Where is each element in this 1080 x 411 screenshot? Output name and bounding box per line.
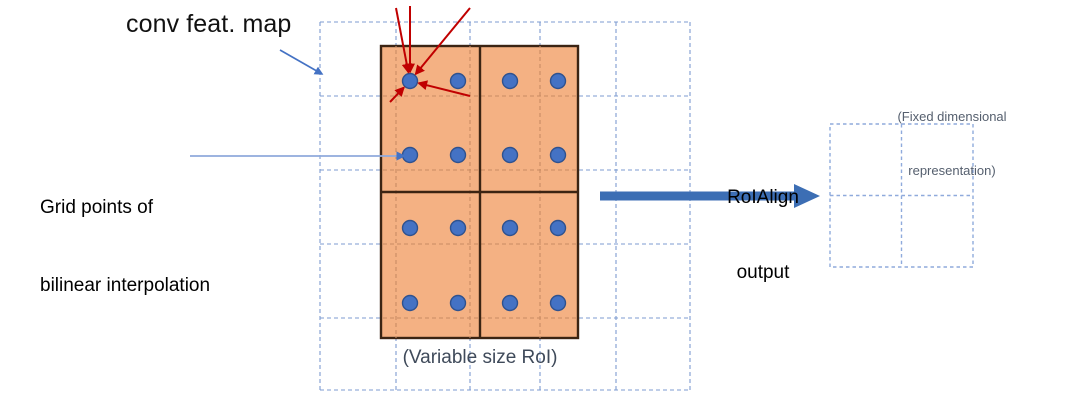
sample-point-5 — [449, 146, 467, 164]
bilinear-arrow-2 — [414, 7, 471, 76]
fixed-dimensional-output-grid — [829, 123, 974, 268]
conv-feat-map-leader-arrow — [279, 49, 324, 75]
bilinear-interpolation-arrows — [389, 6, 471, 103]
sample-point-1 — [449, 72, 467, 90]
sample-point-13 — [449, 294, 467, 312]
fixed-dimensional-line2: representation) — [908, 163, 996, 178]
roialign-output-label: RoIAlign output — [703, 135, 823, 335]
sample-point-15 — [549, 294, 567, 312]
roialign-label-line1: RoIAlign — [727, 187, 799, 208]
fixed-dimensional-label: (Fixed dimensional representation) — [866, 72, 1038, 216]
bilinear-sample-points — [401, 72, 567, 312]
roi-interior-feature-grid — [381, 46, 578, 338]
sample-point-12 — [401, 294, 419, 312]
sample-point-11 — [549, 219, 567, 237]
sample-point-3 — [549, 72, 567, 90]
sample-point-10 — [501, 219, 519, 237]
sample-point-6 — [501, 146, 519, 164]
bilinear-arrow-3 — [417, 80, 471, 97]
sample-point-9 — [449, 219, 467, 237]
roi-bin-dividers — [381, 46, 578, 338]
sample-point-2 — [501, 72, 519, 90]
roialign-label-line2: output — [736, 262, 790, 283]
grid-points-label-line1: Grid points of — [40, 197, 153, 218]
conv-feat-map-label: conv feat. map — [126, 10, 292, 38]
bilinear-arrow-0 — [395, 7, 412, 74]
roialign-arrow-shape — [600, 184, 820, 208]
variable-size-roi-label: (Variable size RoI) — [402, 347, 558, 368]
sample-point-14 — [501, 294, 519, 312]
bilinear-arrow-4 — [389, 86, 405, 103]
grid-points-label: Grid points of bilinear interpolation — [40, 143, 210, 351]
fixed-dimensional-line1: (Fixed dimensional — [897, 109, 1007, 124]
roialign-output-arrow — [600, 184, 820, 208]
sample-point-8 — [401, 219, 419, 237]
sample-point-7 — [549, 146, 567, 164]
grid-points-label-line2: bilinear interpolation — [40, 275, 211, 296]
sample-point-0 — [401, 72, 419, 90]
sample-point-4 — [401, 146, 419, 164]
